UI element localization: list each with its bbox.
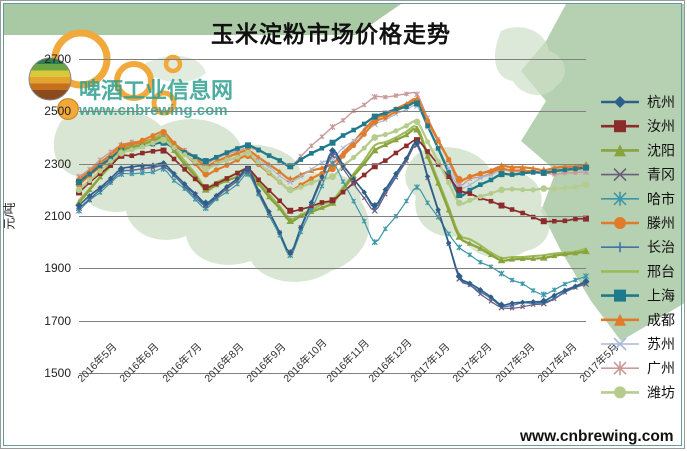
svg-text:沈阳: 沈阳 <box>647 142 675 158</box>
svg-text:苏州: 苏州 <box>647 336 675 352</box>
svg-text:上海: 上海 <box>647 288 675 304</box>
svg-text:成都: 成都 <box>647 312 675 328</box>
svg-text:哈市: 哈市 <box>647 191 675 207</box>
svg-text:滕州: 滕州 <box>647 215 675 231</box>
svg-text:汝州: 汝州 <box>647 118 675 134</box>
svg-text:长治: 长治 <box>647 239 675 255</box>
svg-text:广州: 广州 <box>647 360 675 376</box>
svg-text:邢台: 邢台 <box>647 263 675 279</box>
svg-text:杭州: 杭州 <box>647 94 675 110</box>
svg-text:青冈: 青冈 <box>647 167 675 183</box>
svg-text:潍坊: 潍坊 <box>647 384 675 400</box>
